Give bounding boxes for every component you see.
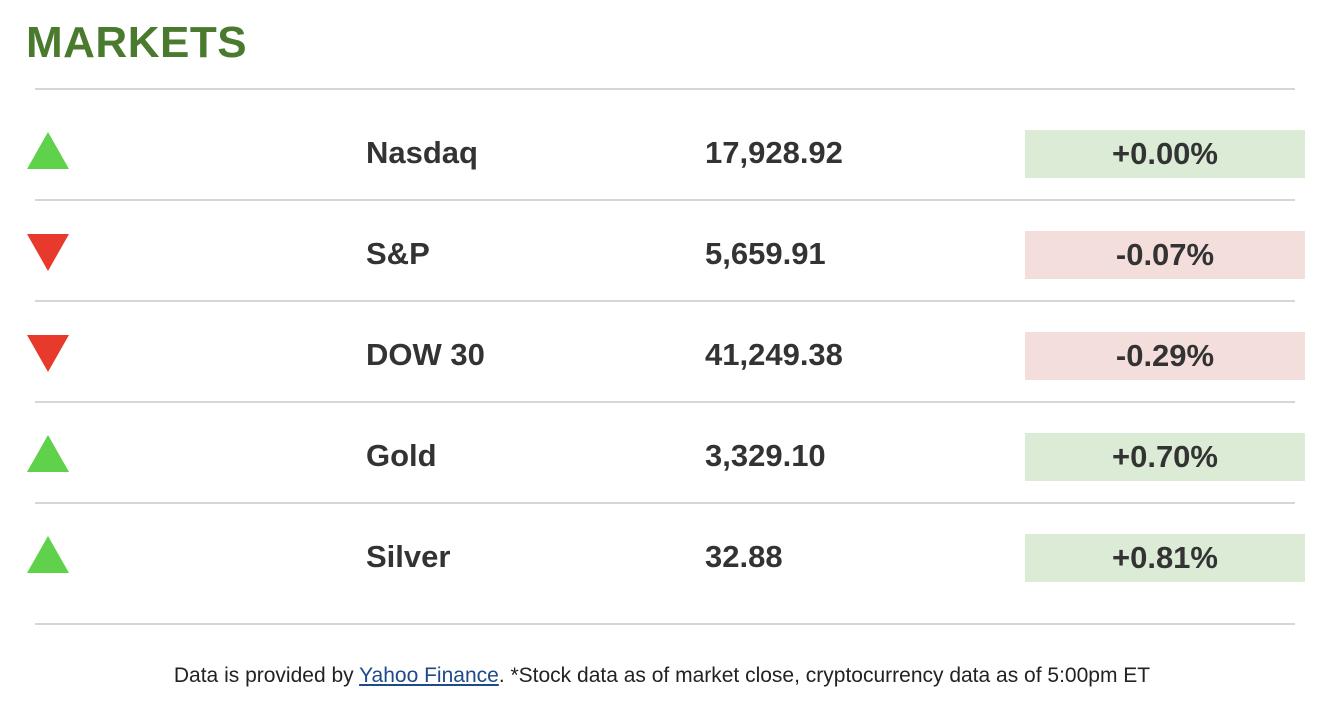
up-arrow-icon	[27, 536, 69, 573]
market-row-sp: S&P 5,659.91 -0.07%	[0, 201, 1324, 301]
market-value: 17,928.92	[705, 135, 843, 170]
market-row-nasdaq: Nasdaq 17,928.92 +0.00%	[0, 100, 1324, 200]
divider	[35, 502, 1295, 504]
market-row-gold: Gold 3,329.10 +0.70%	[0, 403, 1324, 503]
market-name: DOW 30	[366, 337, 485, 372]
up-arrow-icon	[27, 132, 69, 169]
data-source-note: Data is provided by Yahoo Finance. *Stoc…	[0, 662, 1324, 690]
yahoo-finance-link[interactable]: Yahoo Finance	[359, 664, 499, 687]
footer-prefix: Data is provided by	[173, 664, 360, 687]
market-value: 41,249.38	[705, 337, 843, 372]
down-arrow-icon	[27, 335, 69, 372]
change-badge: -0.07%	[1025, 231, 1305, 279]
market-row-silver: Silver 32.88 +0.81%	[0, 504, 1324, 604]
divider	[35, 300, 1295, 302]
footer-suffix: . *Stock data as of market close, crypto…	[498, 664, 1151, 687]
change-badge: +0.00%	[1025, 130, 1305, 178]
divider	[35, 623, 1295, 625]
market-value: 5,659.91	[705, 236, 826, 271]
divider	[35, 88, 1295, 90]
market-name: Silver	[366, 539, 451, 574]
change-badge: +0.70%	[1025, 433, 1305, 481]
market-row-dow30: DOW 30 41,249.38 -0.29%	[0, 302, 1324, 402]
up-arrow-icon	[27, 435, 69, 472]
down-arrow-icon	[27, 234, 69, 271]
market-name: Gold	[366, 438, 437, 473]
change-badge: +0.81%	[1025, 534, 1305, 582]
market-value: 3,329.10	[705, 438, 826, 473]
divider	[35, 199, 1295, 201]
markets-title: MARKETS	[26, 18, 248, 67]
divider	[35, 401, 1295, 403]
market-value: 32.88	[705, 539, 783, 574]
market-name: S&P	[366, 236, 430, 271]
change-badge: -0.29%	[1025, 332, 1305, 380]
market-name: Nasdaq	[366, 135, 478, 170]
